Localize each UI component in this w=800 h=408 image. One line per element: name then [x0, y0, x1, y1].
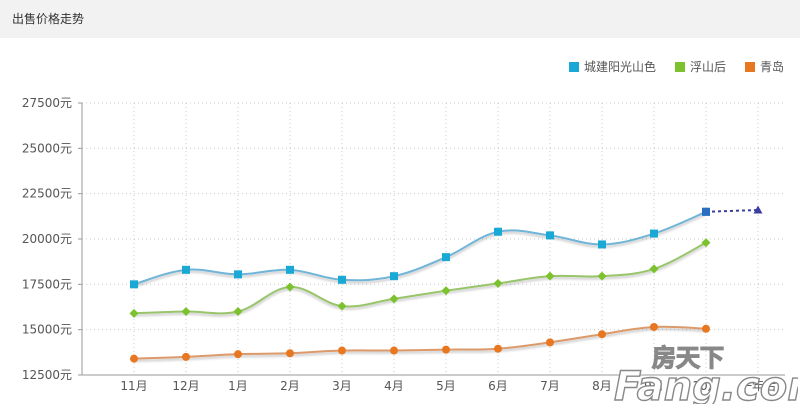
forecast-series [702, 205, 763, 216]
data-point[interactable] [181, 307, 191, 317]
data-point[interactable] [442, 253, 450, 262]
data-point[interactable] [390, 346, 398, 355]
series-1 [130, 207, 710, 289]
y-tick-label: 15000元 [22, 323, 72, 337]
legend[interactable]: 城建阳光山色 浮山后 青岛 [569, 59, 784, 74]
y-tick-label: 20000元 [22, 232, 72, 246]
data-point[interactable] [493, 278, 503, 288]
data-point[interactable] [650, 322, 658, 331]
y-tick-label: 22500元 [22, 187, 72, 201]
y-tick-label: 25000元 [22, 141, 72, 155]
data-point[interactable] [338, 275, 346, 284]
data-point[interactable] [130, 354, 138, 363]
legend-label: 城建阳光山色 [584, 60, 656, 74]
data-point[interactable] [389, 294, 399, 304]
y-tick-label: 27500元 [22, 96, 72, 110]
legend-swatch [569, 62, 579, 72]
data-point[interactable] [130, 280, 138, 289]
data-point[interactable] [234, 350, 242, 359]
x-tick-label: 6月 [488, 379, 508, 393]
data-point[interactable] [285, 282, 295, 292]
data-point[interactable] [649, 264, 659, 274]
fang-watermark: 房天下 Fang.com [608, 340, 800, 408]
data-point[interactable] [182, 265, 190, 274]
data-point[interactable] [286, 265, 294, 274]
chart-title: 出售价格走势 [12, 12, 85, 26]
data-point[interactable] [546, 338, 554, 347]
data-point[interactable] [702, 207, 710, 216]
data-point[interactable] [441, 286, 451, 296]
watermark-brand: Fang.com [614, 364, 798, 404]
x-tick-label: 12月 [172, 379, 199, 393]
x-tick-label: 9月 [644, 379, 664, 393]
data-point[interactable] [546, 231, 554, 240]
legend-label: 青岛 [760, 59, 784, 74]
legend-swatch [745, 62, 755, 72]
x-tick-label: 5月 [436, 379, 456, 393]
data-point[interactable] [650, 229, 658, 238]
x-tick-label: 10月 [692, 379, 719, 393]
data-point[interactable] [598, 240, 606, 249]
legend-label: 浮山后 [690, 60, 726, 74]
x-tick-label: 一年后 [740, 379, 776, 393]
y-tick-label: 12500元 [22, 368, 72, 382]
data-point[interactable] [494, 227, 502, 236]
axes: 12500元 15000元 17500元 20000元 22500元 25000元 2750… [22, 96, 785, 393]
legend-swatch [675, 62, 685, 72]
series-line [133, 210, 707, 286]
x-tick-label: 3月 [332, 379, 352, 393]
y-tick-label: 17500元 [22, 277, 72, 291]
data-point[interactable] [545, 271, 555, 281]
x-tick-label: 4月 [384, 379, 404, 393]
data-point[interactable] [494, 344, 502, 353]
series-2 [129, 238, 711, 318]
series-3 [130, 322, 710, 363]
series-line [133, 325, 707, 360]
data-point[interactable] [129, 308, 139, 318]
series-line [133, 241, 707, 315]
watermark-cn: 房天下 [652, 344, 724, 372]
data-point[interactable] [234, 270, 242, 279]
legend-item[interactable]: 青岛 [745, 59, 784, 74]
data-point[interactable] [597, 271, 607, 281]
grid-lines [82, 102, 785, 375]
data-point[interactable] [182, 352, 190, 361]
data-point[interactable] [233, 307, 243, 317]
data-point[interactable] [442, 345, 450, 354]
data-point[interactable] [337, 301, 347, 311]
data-point[interactable] [390, 272, 398, 281]
legend-item[interactable]: 城建阳光山色 [569, 60, 656, 74]
x-tick-label: 1月 [228, 379, 248, 393]
data-point[interactable] [753, 205, 763, 214]
series-group [129, 205, 763, 363]
data-point[interactable] [598, 330, 606, 339]
data-point[interactable] [286, 349, 294, 358]
data-point[interactable] [701, 238, 711, 248]
legend-item[interactable]: 浮山后 [675, 60, 726, 74]
x-tick-label: 7月 [540, 379, 560, 393]
forecast-line [705, 208, 759, 213]
x-tick-label: 8月 [592, 379, 612, 393]
data-point[interactable] [702, 324, 710, 333]
x-tick-label: 2月 [280, 379, 300, 393]
data-point[interactable] [338, 346, 346, 355]
x-tick-label: 11月 [120, 379, 147, 393]
chart-header: 出售价格走势 [0, 0, 800, 38]
